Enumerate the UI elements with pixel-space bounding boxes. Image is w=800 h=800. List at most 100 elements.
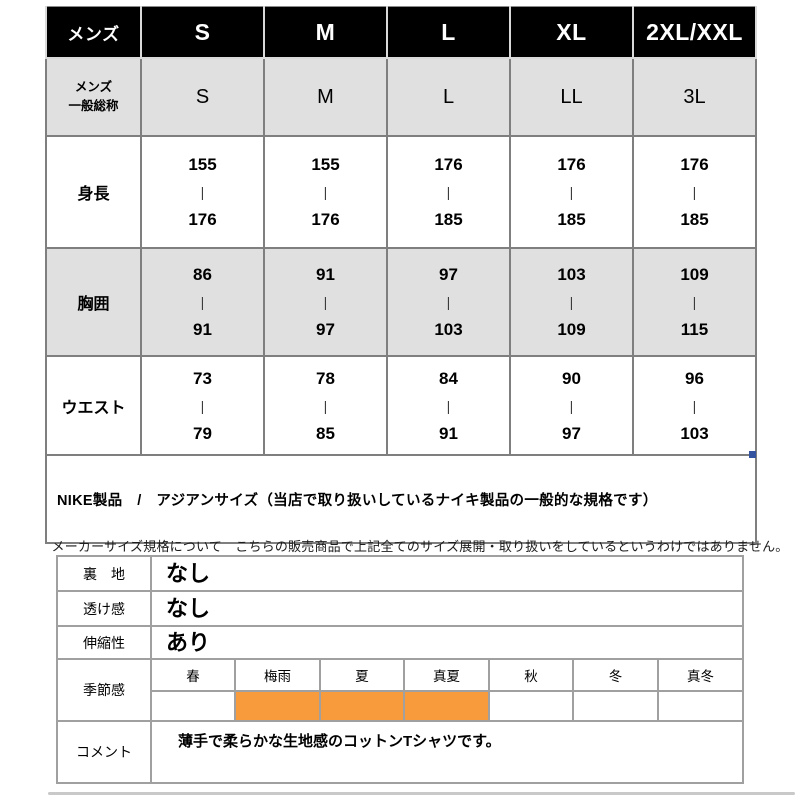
range-max: 115 [680,320,709,339]
header-cell-xl: XL [509,6,634,59]
range-separator: | [446,294,451,310]
note-row: NIKE製品 / アジアンサイズ（当店で取り扱いしているナイキ製品の一般的な規格… [45,454,757,544]
range-max: 97 [316,320,335,339]
comment-value: 薄手で柔らかな生地感のコットンTシャツです。 [149,720,745,784]
season-name-midwinter: 真冬 [656,658,745,692]
general-size-cell: L [386,57,511,137]
range-separator: | [323,184,328,200]
range-min: 176 [434,155,463,174]
range-separator: | [323,397,328,414]
waist-row-label: ウエスト [45,355,142,456]
season-highlight-row [57,690,745,722]
general-size-cell: M [263,57,388,137]
header-cell-l: L [386,6,511,59]
range-min: 86 [193,265,212,284]
range-separator: | [446,184,451,200]
product-spec-table: 裏 地 なし 透け感 なし 伸縮性 あり 季節感 春 梅雨 夏 真夏 秋 冬 真… [56,555,745,784]
chest-row: 胸囲 86 | 91 91 | 97 97 | 103 103 | 109 10… [45,247,757,357]
range-min: 96 [685,368,704,388]
season-label: 季節感 [56,658,152,722]
mens-size-table: メンズ S M L XL 2XL/XXL メンズ 一般総称 S M L LL 3… [45,6,757,544]
range-max: 185 [434,210,463,229]
stretch-value: あり [149,625,745,660]
general-size-row: メンズ 一般総称 S M L LL 3L [45,57,757,137]
waist-range-cell: 90 | 97 [509,355,634,456]
range-max: 85 [316,423,335,443]
height-range-cell: 155 | 176 [263,135,388,249]
range-separator: | [692,184,697,200]
season-cell [150,690,236,722]
height-row: 身長 155 | 176 155 | 176 176 | 185 176 | 1… [45,135,757,249]
nike-note-cell: NIKE製品 / アジアンサイズ（当店で取り扱いしているナイキ製品の一般的な規格… [45,454,757,544]
comment-row: コメント 薄手で柔らかな生地感のコットンTシャツです。 [56,720,745,784]
header-cell-2xl: 2XL/XXL [632,6,757,59]
chest-range-cell: 109 | 115 [632,247,757,357]
general-size-cell: S [140,57,265,137]
range-separator: | [569,397,574,414]
range-max: 79 [193,423,212,443]
height-range-cell: 155 | 176 [140,135,265,249]
height-range-cell: 176 | 185 [632,135,757,249]
range-min: 155 [188,155,217,174]
range-separator: | [446,397,451,414]
range-max: 185 [680,210,709,229]
height-row-label: 身長 [45,135,142,249]
sheerness-value: なし [149,590,745,627]
general-size-cell: LL [509,57,634,137]
range-separator: | [569,184,574,200]
waist-range-cell: 78 | 85 [263,355,388,456]
chest-range-cell: 97 | 103 [386,247,511,357]
lining-label: 裏 地 [56,555,152,592]
season-cell-highlighted [403,690,490,722]
range-max: 185 [557,210,586,229]
range-max: 176 [311,210,340,229]
lining-value: なし [149,555,745,592]
range-max: 103 [680,423,709,443]
range-min: 176 [680,155,709,174]
waist-range-cell: 84 | 91 [386,355,511,456]
header-cell-m: M [263,6,388,59]
range-min: 155 [311,155,340,174]
range-max: 97 [562,423,581,443]
range-max: 91 [439,423,458,443]
season-name-rainy: 梅雨 [234,658,321,692]
season-name-summer: 夏 [319,658,405,692]
range-separator: | [569,294,574,310]
season-cell [656,690,745,722]
general-label-line1: メンズ [74,79,113,94]
range-min: 84 [439,368,458,388]
general-label-line2: 一般総称 [68,99,119,113]
range-min: 91 [316,265,335,284]
size-header-row: メンズ S M L XL 2XL/XXL [45,6,757,59]
range-separator: | [200,397,205,414]
maker-size-caption: メーカーサイズ規格について こちらの販売商品で上記全てのサイズ展開・取り扱いをし… [51,539,789,554]
sheerness-label: 透け感 [56,590,152,627]
chest-range-cell: 103 | 109 [509,247,634,357]
season-name-midsummer: 真夏 [403,658,490,692]
range-min: 90 [562,368,581,388]
range-separator: | [200,294,205,310]
chest-range-cell: 86 | 91 [140,247,265,357]
range-min: 176 [557,155,586,174]
range-max: 176 [188,210,217,229]
waist-range-cell: 73 | 79 [140,355,265,456]
range-separator: | [692,294,697,310]
stretch-label: 伸縮性 [56,625,152,660]
range-max: 91 [193,320,212,339]
chest-range-cell: 91 | 97 [263,247,388,357]
general-row-label: メンズ 一般総称 [45,57,142,137]
season-cell-highlighted [319,690,405,722]
bottom-divider [48,792,795,795]
season-cell [572,690,659,722]
range-separator: | [692,397,697,414]
range-min: 109 [680,265,709,284]
selection-fill-handle [749,451,756,458]
range-min: 97 [439,265,458,284]
lining-row: 裏 地 なし [56,555,745,592]
comment-label: コメント [56,720,152,784]
range-max: 109 [557,320,586,339]
header-cell-mens: メンズ [45,6,142,59]
season-cell [488,690,574,722]
height-range-cell: 176 | 185 [509,135,634,249]
range-min: 73 [193,368,212,388]
